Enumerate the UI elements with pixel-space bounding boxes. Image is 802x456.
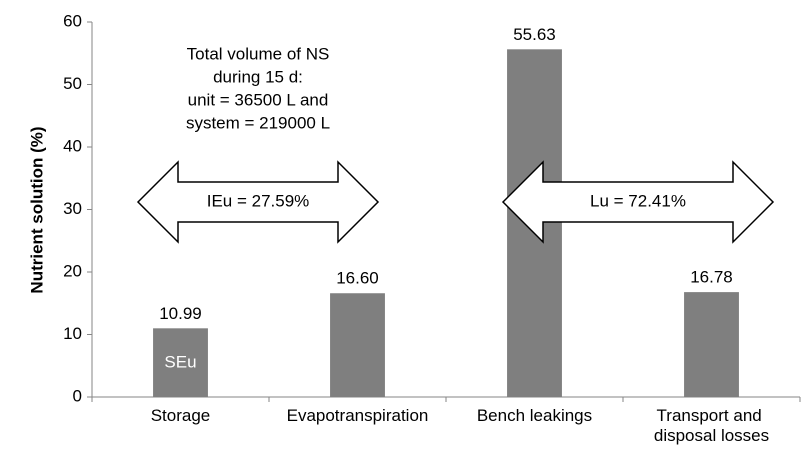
y-tick-label: 0: [73, 386, 82, 405]
annotation-total: Total volume of NS during 15 d: unit = 3…: [186, 44, 330, 132]
bar: [330, 293, 385, 397]
annotation-line: during 15 d:: [213, 67, 303, 86]
x-tick-label: Evapotranspiration: [287, 406, 429, 425]
x-tick-label: Bench leakings: [477, 406, 592, 425]
annotation-line: unit = 36500 L and: [188, 90, 329, 109]
data-label: 16.78: [690, 268, 733, 287]
annotation-seu: SEu: [164, 352, 196, 371]
annotation-lu: Lu = 72.41%: [590, 191, 686, 210]
y-tick-label: 50: [63, 74, 82, 93]
annotation-ieu: IEu = 27.59%: [207, 191, 310, 210]
annotation-line: system = 219000 L: [186, 113, 330, 132]
y-tick-label: 60: [63, 11, 82, 30]
y-tick-label: 30: [63, 199, 82, 218]
data-label: 16.60: [336, 269, 379, 288]
x-tick-label: Storage: [151, 406, 211, 425]
bar: [153, 328, 208, 397]
y-axis-label: Nutrient solution (%): [27, 126, 46, 293]
annotation-line: Total volume of NS: [187, 44, 330, 63]
bar: [684, 292, 739, 397]
arrow-lu: [501, 160, 775, 244]
data-label: 10.99: [159, 304, 202, 323]
arrow-ieu: [136, 160, 380, 244]
y-tick-label: 40: [63, 136, 82, 155]
y-tick-label: 10: [63, 324, 82, 343]
x-tick-label: Transport and disposal losses: [654, 406, 769, 445]
data-label: 55.63: [513, 25, 556, 44]
y-tick-label: 20: [63, 261, 82, 280]
